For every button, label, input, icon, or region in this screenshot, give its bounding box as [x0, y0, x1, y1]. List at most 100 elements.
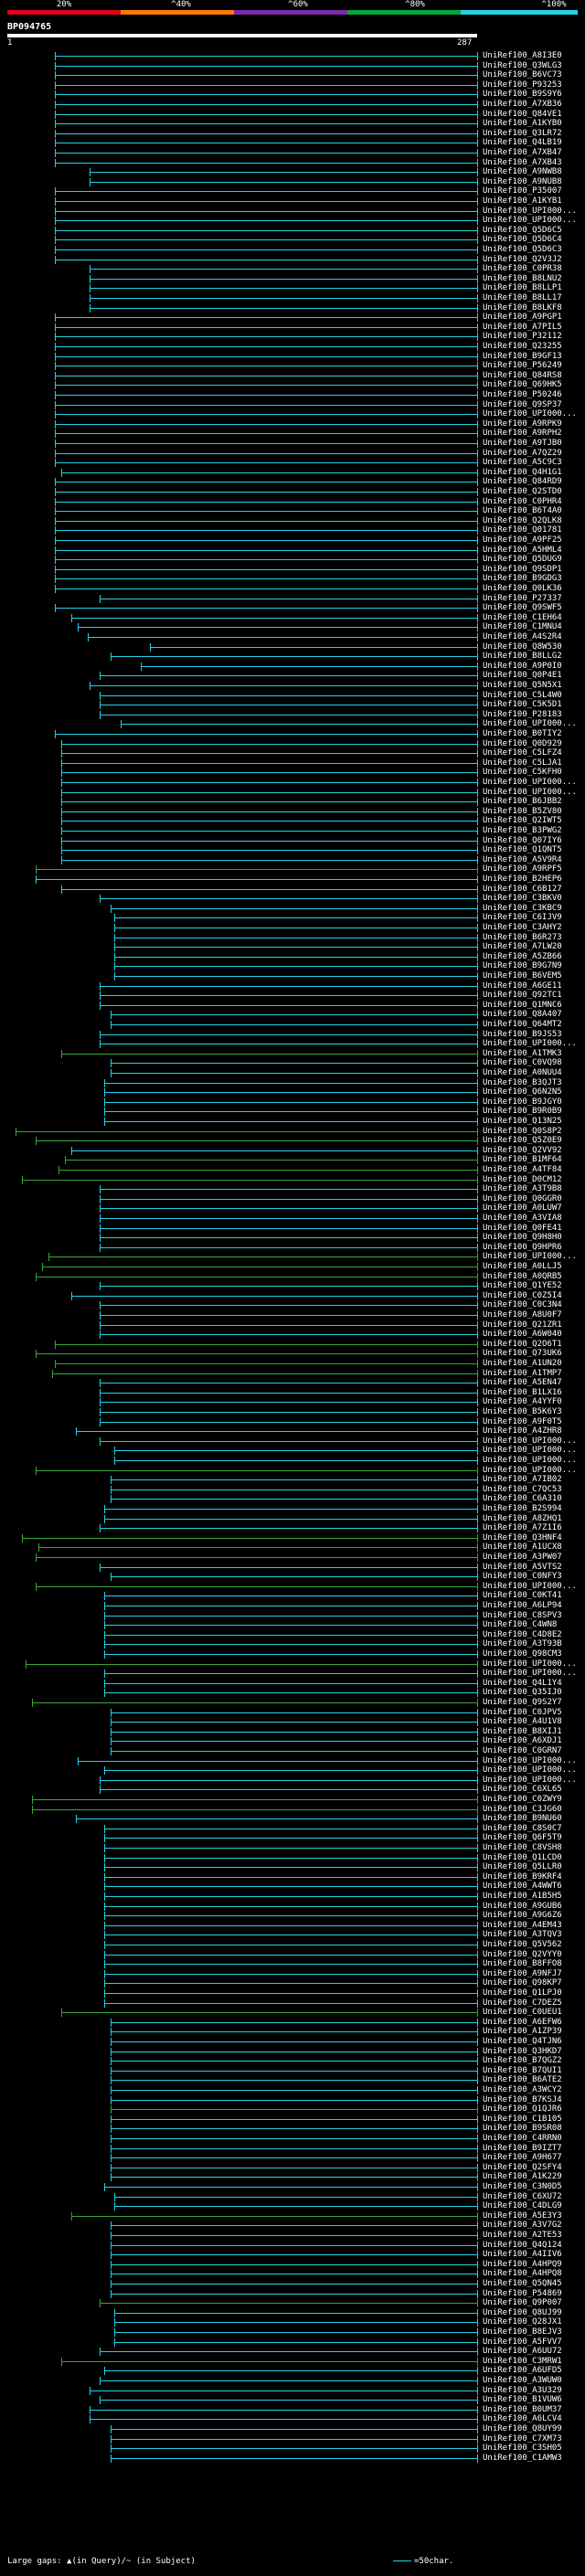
hit-label[interactable]: UniRef100_UPI000... [483, 1436, 577, 1446]
hit-row[interactable]: UniRef100_Q2V3J2 [0, 255, 585, 265]
hit-label[interactable]: UniRef100_A4S2R4 [483, 632, 562, 641]
hit-label[interactable]: UniRef100_Q1MNC6 [483, 1000, 562, 1010]
hit-label[interactable]: UniRef100_A7XB43 [483, 157, 562, 167]
hit-row[interactable]: UniRef100_A5V9R4 [0, 855, 585, 865]
hit-label[interactable]: UniRef100_Q5DUG9 [483, 555, 562, 565]
hit-row[interactable]: UniRef100_A9NUB8 [0, 177, 585, 187]
hit-label[interactable]: UniRef100_B3PWG2 [483, 826, 562, 835]
hit-row[interactable]: UniRef100_A9RPK9 [0, 419, 585, 429]
hit-label[interactable]: UniRef100_Q2STD0 [483, 487, 562, 496]
hit-row[interactable]: UniRef100_C1MNU4 [0, 622, 585, 632]
hit-row[interactable]: UniRef100_A3WUW0 [0, 2376, 585, 2386]
hit-label[interactable]: UniRef100_C1MNU4 [483, 622, 562, 632]
hit-label[interactable]: UniRef100_B9GF13 [483, 351, 562, 361]
hit-row[interactable]: UniRef100_A7QZ29 [0, 449, 585, 459]
hit-label[interactable]: UniRef100_C3AHY2 [483, 923, 562, 932]
hit-row[interactable]: UniRef100_UPI000... [0, 719, 585, 729]
hit-label[interactable]: UniRef100_P35007 [483, 186, 562, 196]
hit-label[interactable]: UniRef100_UPI000... [483, 1659, 577, 1669]
hit-row[interactable]: UniRef100_C7DEZ5 [0, 1998, 585, 2009]
hit-row[interactable]: UniRef100_B9JS53 [0, 1030, 585, 1040]
hit-row[interactable]: UniRef100_C3N0D5 [0, 2182, 585, 2192]
hit-row[interactable]: UniRef100_Q13N25 [0, 1117, 585, 1127]
hit-label[interactable]: UniRef100_A6UU72 [483, 2347, 562, 2357]
hit-label[interactable]: UniRef100_C3BKV0 [483, 894, 562, 904]
hit-row[interactable]: UniRef100_C0PR38 [0, 264, 585, 274]
hit-label[interactable]: UniRef100_A9RPF5 [483, 864, 562, 875]
hit-label[interactable]: UniRef100_B7QGZ2 [483, 2056, 562, 2066]
hit-row[interactable]: UniRef100_P32112 [0, 332, 585, 342]
hit-label[interactable]: UniRef100_B2HEP6 [483, 875, 562, 884]
hit-row[interactable]: UniRef100_Q9H8H0 [0, 1233, 585, 1243]
hit-row[interactable]: UniRef100_B9GDG3 [0, 574, 585, 584]
hit-label[interactable]: UniRef100_C5LFZ4 [483, 748, 562, 758]
hit-label[interactable]: UniRef100_A4EM43 [483, 1920, 562, 1930]
hit-row[interactable]: UniRef100_B6VEM5 [0, 971, 585, 981]
hit-row[interactable]: UniRef100_B9JGY0 [0, 1097, 585, 1108]
hit-row[interactable]: UniRef100_A6EFW6 [0, 2018, 585, 2028]
hit-label[interactable]: UniRef100_Q4L1Y4 [483, 1678, 562, 1688]
hit-row[interactable]: UniRef100_B5K6Y3 [0, 1407, 585, 1417]
hit-row[interactable]: UniRef100_UPI000... [0, 778, 585, 788]
hit-label[interactable]: UniRef100_Q3WLG3 [483, 60, 562, 70]
hit-label[interactable]: UniRef100_B6ATE2 [483, 2075, 562, 2085]
hit-label[interactable]: UniRef100_B9S9Y6 [483, 90, 562, 100]
hit-row[interactable]: UniRef100_B3PWG2 [0, 826, 585, 836]
hit-row[interactable]: UniRef100_Q8W530 [0, 642, 585, 652]
hit-label[interactable]: UniRef100_Q5D6C4 [483, 235, 562, 245]
hit-label[interactable]: UniRef100_B9KRF4 [483, 1871, 562, 1882]
hit-label[interactable]: UniRef100_B0UM37 [483, 2404, 562, 2414]
hit-row[interactable]: UniRef100_Q4TJN6 [0, 2037, 585, 2047]
hit-row[interactable]: UniRef100_Q5N5X1 [0, 681, 585, 691]
hit-row[interactable]: UniRef100_B8FFO8 [0, 1959, 585, 1969]
hit-label[interactable]: UniRef100_Q4Q124 [483, 2240, 562, 2250]
hit-row[interactable]: UniRef100_C3MRW1 [0, 2357, 585, 2367]
hit-label[interactable]: UniRef100_B6JBB2 [483, 797, 562, 807]
hit-label[interactable]: UniRef100_A9PF25 [483, 535, 562, 545]
hit-row[interactable]: UniRef100_B9KRF4 [0, 1872, 585, 1882]
hit-label[interactable]: UniRef100_B7QUI1 [483, 2065, 562, 2075]
hit-row[interactable]: UniRef100_Q73UK6 [0, 1349, 585, 1359]
hit-row[interactable]: UniRef100_Q5D6C4 [0, 235, 585, 245]
hit-label[interactable]: UniRef100_A4HPQ9 [483, 2259, 562, 2269]
hit-label[interactable]: UniRef100_A1ZP39 [483, 2027, 562, 2037]
hit-row[interactable]: UniRef100_A5FVV7 [0, 2337, 585, 2348]
hit-row[interactable]: UniRef100_Q5Z0E9 [0, 1136, 585, 1146]
hit-row[interactable]: UniRef100_P27337 [0, 594, 585, 604]
hit-row[interactable]: UniRef100_A3T93B [0, 1639, 585, 1649]
hit-label[interactable]: UniRef100_A8ZHQ1 [483, 1513, 562, 1523]
hit-label[interactable]: UniRef100_C4RRN0 [483, 2134, 562, 2143]
hit-row[interactable]: UniRef100_B9G7N9 [0, 961, 585, 971]
hit-row[interactable]: UniRef100_B6JBB2 [0, 797, 585, 807]
hit-row[interactable]: UniRef100_A8ZHQ1 [0, 1514, 585, 1524]
hit-label[interactable]: UniRef100_C0JPV5 [483, 1707, 562, 1717]
hit-label[interactable]: UniRef100_B9NU60 [483, 1814, 562, 1824]
hit-row[interactable]: UniRef100_A3V7G2 [0, 2221, 585, 2231]
hit-label[interactable]: UniRef100_A7PIL5 [483, 322, 562, 332]
hit-row[interactable]: UniRef100_C5KFH0 [0, 768, 585, 778]
hit-row[interactable]: UniRef100_A5HML4 [0, 546, 585, 556]
hit-label[interactable]: UniRef100_Q9H8H0 [483, 1233, 562, 1243]
hit-label[interactable]: UniRef100_Q0LK36 [483, 584, 562, 593]
hit-label[interactable]: UniRef100_Q9SP37 [483, 399, 562, 409]
hit-row[interactable]: UniRef100_A4ZHR8 [0, 1426, 585, 1436]
hit-label[interactable]: UniRef100_Q1LPJ0 [483, 1988, 562, 1998]
hit-row[interactable]: UniRef100_A4IIV6 [0, 2250, 585, 2260]
hit-row[interactable]: UniRef100_B8LKF8 [0, 303, 585, 313]
hit-row[interactable]: UniRef100_A9H677 [0, 2153, 585, 2163]
hit-row[interactable]: UniRef100_A0LUW7 [0, 1203, 585, 1214]
hit-row[interactable]: UniRef100_B8LLG2 [0, 652, 585, 662]
hit-row[interactable]: UniRef100_Q21ZR1 [0, 1320, 585, 1330]
hit-row[interactable]: UniRef100_A0QRB5 [0, 1272, 585, 1282]
hit-label[interactable]: UniRef100_B9SR08 [483, 2124, 562, 2134]
hit-label[interactable]: UniRef100_A4TF84 [483, 1165, 562, 1174]
hit-label[interactable]: UniRef100_A5FVV7 [483, 2337, 562, 2347]
hit-label[interactable]: UniRef100_A6XDJ1 [483, 1736, 562, 1746]
hit-row[interactable]: UniRef100_A6LCV4 [0, 2414, 585, 2424]
hit-row[interactable]: UniRef100_D0CM12 [0, 1175, 585, 1185]
hit-label[interactable]: UniRef100_A1TMK3 [483, 1048, 562, 1058]
hit-label[interactable]: UniRef100_Q21ZR1 [483, 1320, 562, 1330]
hit-row[interactable]: UniRef100_P35007 [0, 186, 585, 196]
hit-row[interactable]: UniRef100_B6ATE2 [0, 2075, 585, 2085]
hit-row[interactable]: UniRef100_P28183 [0, 710, 585, 720]
